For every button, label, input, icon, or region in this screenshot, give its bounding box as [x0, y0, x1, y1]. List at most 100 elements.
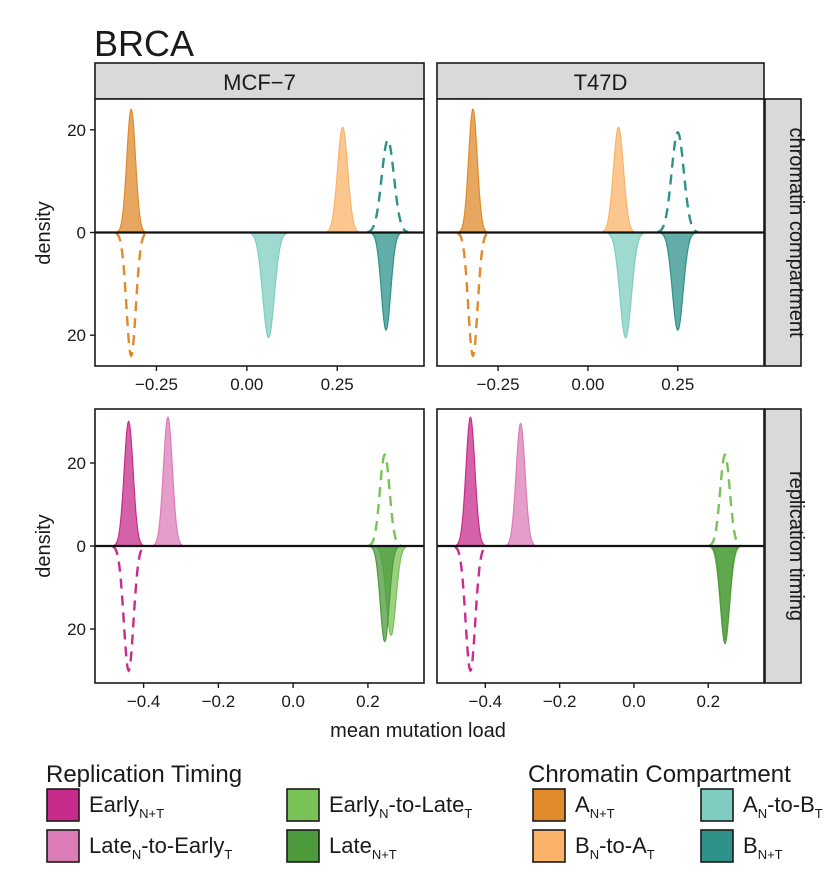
- legend-swatch-b-n-t: [700, 829, 734, 863]
- y-tick-label-0-0: 20: [67, 121, 86, 140]
- y-tick-label-0-1: 0: [77, 224, 86, 243]
- y-tick-label-1-1: 0: [77, 537, 86, 556]
- legend-swatch-late-n-t: [286, 829, 320, 863]
- panel-0-0: [95, 108, 424, 358]
- panel-1-1: [437, 416, 764, 673]
- legend-label-b-n-to-a-t: BN-to-AT: [575, 833, 655, 862]
- legend-chromatin-compartment: Chromatin Compartment AN+TBN-to-ATAN-to-…: [528, 761, 823, 863]
- figure-title: BRCA: [94, 23, 194, 64]
- panel-grid: MCF−7 T47D chromatin compartment 20 0 20 −0.25…: [67, 62, 807, 711]
- legend-subscript: N+T: [139, 806, 164, 821]
- legend-replication-timing: Replication Timing EarlyN+TLateN-to-Earl…: [46, 761, 472, 863]
- legend-swatch-a-n-t: [532, 788, 566, 822]
- legend-swatch-early-n-t: [46, 788, 80, 822]
- y-tick-label-1-0: 20: [67, 454, 86, 473]
- legend-label-b-n-t: BN+T: [743, 833, 783, 862]
- legend-label-late-n-to-early-t: LateN-to-EarlyT: [89, 833, 232, 862]
- legend-text: Late: [329, 833, 372, 858]
- panel-0-1: [437, 108, 764, 358]
- legend-subscript: N: [132, 847, 141, 862]
- panel-1-0: [95, 416, 424, 673]
- density-curve-b-n-to-a-t-up-0-0: [325, 126, 360, 233]
- column-strip-0: [94, 62, 425, 100]
- legend-label-early-n-t: EarlyN+T: [89, 792, 164, 821]
- density-curve-b-n-t-down-0-1: [659, 232, 696, 331]
- panel-frame-1-1: [436, 408, 765, 684]
- column-strip-1: [436, 62, 765, 100]
- density-curve-b-n-t-down-0-0: [370, 232, 402, 331]
- density-curve-late-n-t-down-1-1: [710, 545, 740, 645]
- legend-text: -to-A: [599, 833, 647, 858]
- legend-label-early-n-to-late-t: EarlyN-to-LateT: [329, 792, 472, 821]
- panel-frame-0-0: [94, 98, 425, 367]
- legend-label-late-n-t: LateN+T: [329, 833, 397, 862]
- x-tick-label-1-1-2: 0.0: [622, 692, 646, 711]
- column-strip-label-0: MCF−7: [223, 70, 296, 95]
- legend-text: -to-B: [767, 792, 815, 817]
- x-tick-label-1-1-0: −0.4: [469, 692, 503, 711]
- density-curve-early-n-t-up-1-1: [455, 416, 486, 546]
- legend-title-replication: Replication Timing: [46, 761, 242, 788]
- density-curve-a-n-to-b-t-down-0-0: [249, 232, 288, 339]
- legend-text: A: [743, 792, 758, 817]
- density-curve-late-n-to-early-t-up-1-1: [505, 422, 536, 547]
- x-tick-label-1-0-3: 0.2: [356, 692, 380, 711]
- legend-subscript: N+T: [590, 806, 615, 821]
- legend-text: Early: [89, 792, 139, 817]
- x-tick-label-0-0-2: 0.25: [321, 375, 354, 394]
- panel-frame-1-0: [94, 408, 425, 684]
- x-tick-label-1-0-0: −0.4: [127, 692, 161, 711]
- legend-subscript: T: [647, 847, 655, 862]
- legend-swatch-b-n-to-a-t: [532, 829, 566, 863]
- legend-swatch-late-n-to-early-t: [46, 829, 80, 863]
- legend-subscript: N+T: [372, 847, 397, 862]
- row-strip-label-0: chromatin compartment: [785, 127, 807, 338]
- legend-subscript: T: [815, 806, 823, 821]
- density-curve-early-n-t-down-1-0: [112, 545, 146, 673]
- density-curve-a-n-t-down-0-0: [115, 231, 148, 358]
- legend-subscript: N: [590, 847, 599, 862]
- y-axis-label-top: density: [33, 201, 55, 264]
- legend-subscript: N: [379, 806, 388, 821]
- density-curve-early-n-to-late-t-up-1-0: [368, 453, 402, 547]
- x-axis-label: mean mutation load: [330, 720, 506, 742]
- panel-frame-0-1: [436, 98, 765, 367]
- density-curve-b-n-to-a-t-up-0-1: [601, 126, 636, 233]
- x-tick-label-1-0-2: 0.0: [281, 692, 305, 711]
- x-tick-label-0-0-0: −0.25: [135, 375, 178, 394]
- legend-text: Early: [329, 792, 379, 817]
- density-curve-a-n-t-up-0-0: [116, 108, 146, 233]
- row-strip-1: [764, 408, 802, 684]
- x-tick-label-0-1-2: 0.25: [661, 375, 694, 394]
- density-curve-b-n-t-up-0-1: [657, 130, 699, 234]
- legend-text: -to-Early: [141, 833, 224, 858]
- legend-text: A: [575, 792, 590, 817]
- x-tick-label-0-1-1: 0.00: [571, 375, 604, 394]
- legend-label-a-n-t: AN+T: [575, 792, 615, 821]
- legend-title-chromatin: Chromatin Compartment: [528, 761, 791, 788]
- legend-text: B: [575, 833, 590, 858]
- x-tick-label-1-1-1: −0.2: [543, 692, 577, 711]
- x-tick-label-1-0-1: −0.2: [202, 692, 236, 711]
- density-curve-late-n-to-early-t-up-1-0: [152, 416, 183, 546]
- x-tick-label-0-0-1: 0.00: [230, 375, 263, 394]
- legend-swatch-a-n-to-b-t: [700, 788, 734, 822]
- legend-text: B: [743, 833, 758, 858]
- y-tick-label-1-2: 20: [67, 620, 86, 639]
- density-curve-a-n-t-down-0-1: [457, 231, 489, 358]
- row-strip-label-1: replication timing: [785, 471, 807, 621]
- legend-subscript: N+T: [758, 847, 783, 862]
- legend-text: Late: [89, 833, 132, 858]
- x-tick-label-0-1-0: −0.25: [477, 375, 520, 394]
- legend-subscript: T: [224, 847, 232, 862]
- legend-subscript: N: [758, 806, 767, 821]
- column-strip-label-1: T47D: [574, 70, 628, 95]
- density-curve-early-n-t-up-1-0: [113, 420, 144, 547]
- row-strip-0: [764, 98, 802, 367]
- density-curve-early-n-t-down-1-1: [454, 545, 487, 673]
- legend-swatch-early-n-to-late-t: [286, 788, 320, 822]
- legend-subscript: T: [464, 806, 472, 821]
- legend-label-a-n-to-b-t: AN-to-BT: [743, 792, 823, 821]
- legend-text: -to-Late: [389, 792, 465, 817]
